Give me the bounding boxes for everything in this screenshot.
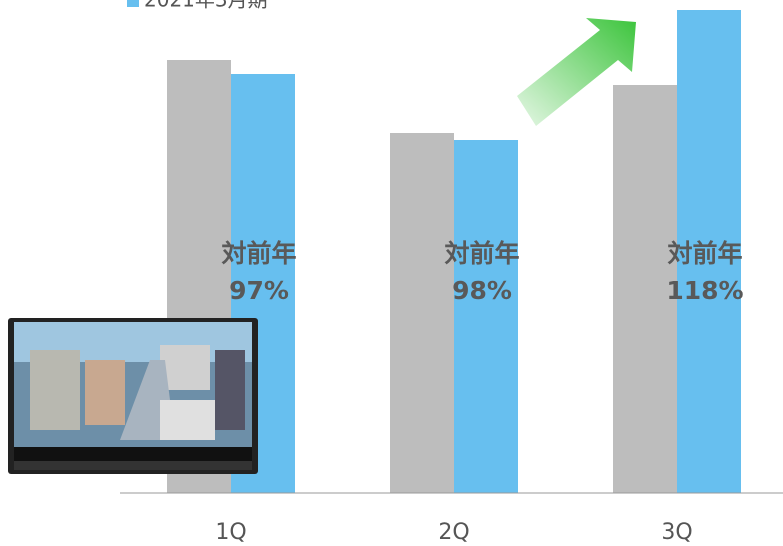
legend-label: 2021年3月期	[144, 0, 268, 12]
x-tick-label: 2Q	[438, 520, 469, 545]
bar	[454, 140, 518, 493]
legend-swatch	[127, 0, 139, 7]
annotation: 対前年	[444, 239, 519, 268]
x-tick-label: 1Q	[215, 520, 246, 545]
navi-image	[8, 318, 258, 474]
chart: 1Q 対前年 97% 2Q 対前年 98% 3Q 対前年 118% 2021年3月期	[0, 0, 783, 546]
annotation: 対前年	[667, 239, 742, 268]
x-tick-label: 3Q	[661, 520, 692, 545]
annotation: 98%	[452, 276, 512, 305]
annotation: 97%	[229, 276, 289, 305]
annotation: 対前年	[221, 239, 296, 268]
bar	[390, 133, 454, 493]
annotation: 118%	[666, 276, 743, 305]
